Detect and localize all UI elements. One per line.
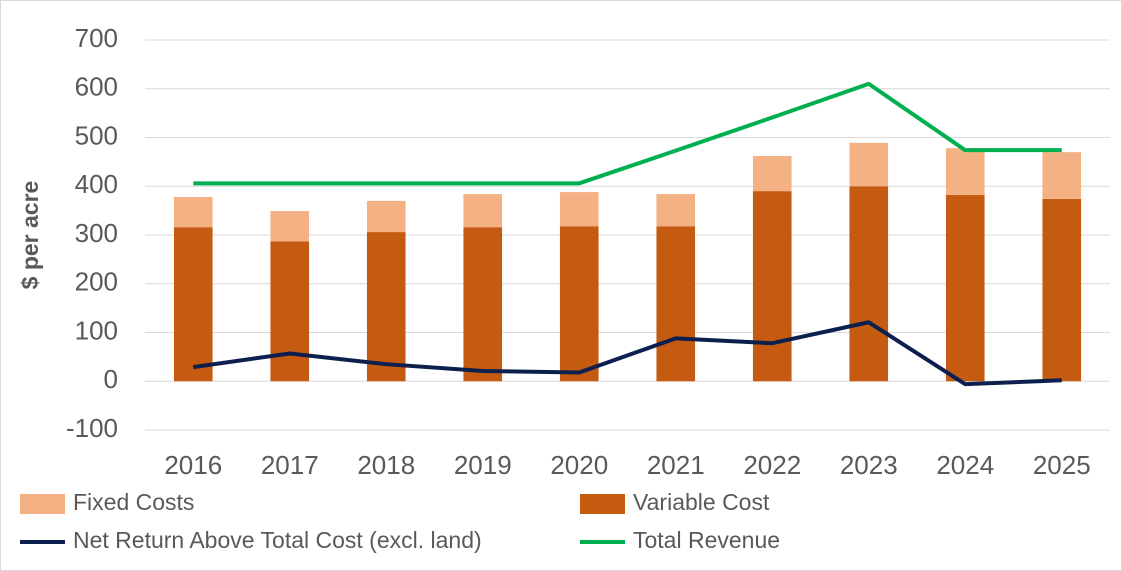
y-tick-label: -100 xyxy=(66,413,118,443)
x-tick-label: 2020 xyxy=(550,450,608,480)
bar xyxy=(270,241,310,382)
bar xyxy=(945,148,985,196)
legend-swatch xyxy=(580,494,625,514)
x-tick-label: 2016 xyxy=(164,450,222,480)
x-tick-label: 2022 xyxy=(743,450,801,480)
bar xyxy=(559,226,599,382)
bar xyxy=(849,186,889,382)
legend-swatch xyxy=(20,494,65,514)
bar xyxy=(1042,152,1082,199)
legend-label: Net Return Above Total Cost (excl. land) xyxy=(73,527,482,553)
bar xyxy=(559,192,599,227)
bar xyxy=(463,194,503,228)
y-tick-label: 100 xyxy=(75,315,118,345)
y-tick-label: 200 xyxy=(75,267,118,297)
bar xyxy=(463,227,503,382)
x-tick-label: 2018 xyxy=(357,450,415,480)
bar xyxy=(1042,198,1082,382)
bar xyxy=(270,211,310,242)
x-tick-label: 2019 xyxy=(454,450,512,480)
y-tick-label: 700 xyxy=(75,23,118,53)
bar xyxy=(656,226,696,382)
x-tick-label: 2021 xyxy=(647,450,705,480)
bar xyxy=(945,195,985,382)
line xyxy=(193,81,1062,186)
y-tick-label: 400 xyxy=(75,169,118,199)
x-tick-label: 2017 xyxy=(261,450,319,480)
bar xyxy=(752,191,792,382)
x-tick-label: 2025 xyxy=(1033,450,1091,480)
bar xyxy=(366,200,406,233)
bar xyxy=(173,227,213,382)
y-tick-label: 500 xyxy=(75,120,118,150)
legend-label: Variable Cost xyxy=(633,489,770,515)
bar xyxy=(656,194,696,227)
x-tick-label: 2023 xyxy=(840,450,898,480)
bar xyxy=(173,196,213,228)
y-tick-label: 0 xyxy=(104,364,118,394)
bar xyxy=(366,232,406,382)
legend-label: Fixed Costs xyxy=(73,489,194,515)
bar xyxy=(849,142,889,187)
y-axis-label: $ per acre xyxy=(17,181,43,290)
y-tick-label: 600 xyxy=(75,72,118,102)
bar xyxy=(752,156,792,192)
legend-label: Total Revenue xyxy=(633,527,780,553)
line xyxy=(192,320,1062,387)
y-tick-label: 300 xyxy=(75,218,118,248)
x-tick-label: 2024 xyxy=(936,450,994,480)
